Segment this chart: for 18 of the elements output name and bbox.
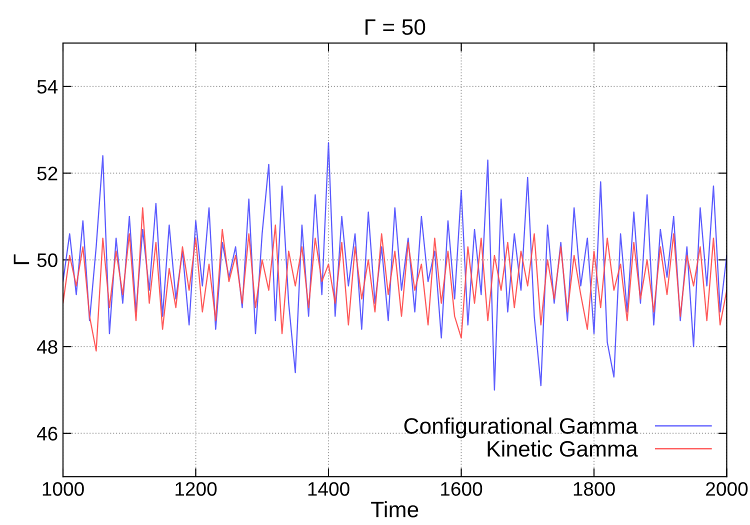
y-tick-label: 46: [36, 426, 58, 441]
x-tick-label: 1000: [42, 482, 84, 496]
x-tick-label: 1200: [176, 482, 217, 496]
legend-label: Kinetic Gamma: [488, 440, 638, 457]
legend-label: Configurational Gamma: [404, 417, 638, 438]
x-axis-title: Time: [371, 501, 418, 518]
line-series: [63, 207, 727, 352]
x-tick-label: 2000: [706, 482, 748, 496]
line-series: [63, 142, 727, 391]
x-tick-label: 1600: [441, 482, 482, 496]
x-tick-label: 1400: [308, 482, 350, 496]
chart-title: Γ = 50: [366, 19, 426, 35]
y-tick-label: 50: [37, 253, 58, 268]
y-tick-label: 52: [37, 166, 58, 180]
y-tick-label: 54: [37, 80, 58, 94]
x-tick-label: 1800: [574, 482, 615, 496]
y-tick-label: 48: [36, 340, 58, 354]
y-axis-title: Γ: [14, 254, 30, 264]
